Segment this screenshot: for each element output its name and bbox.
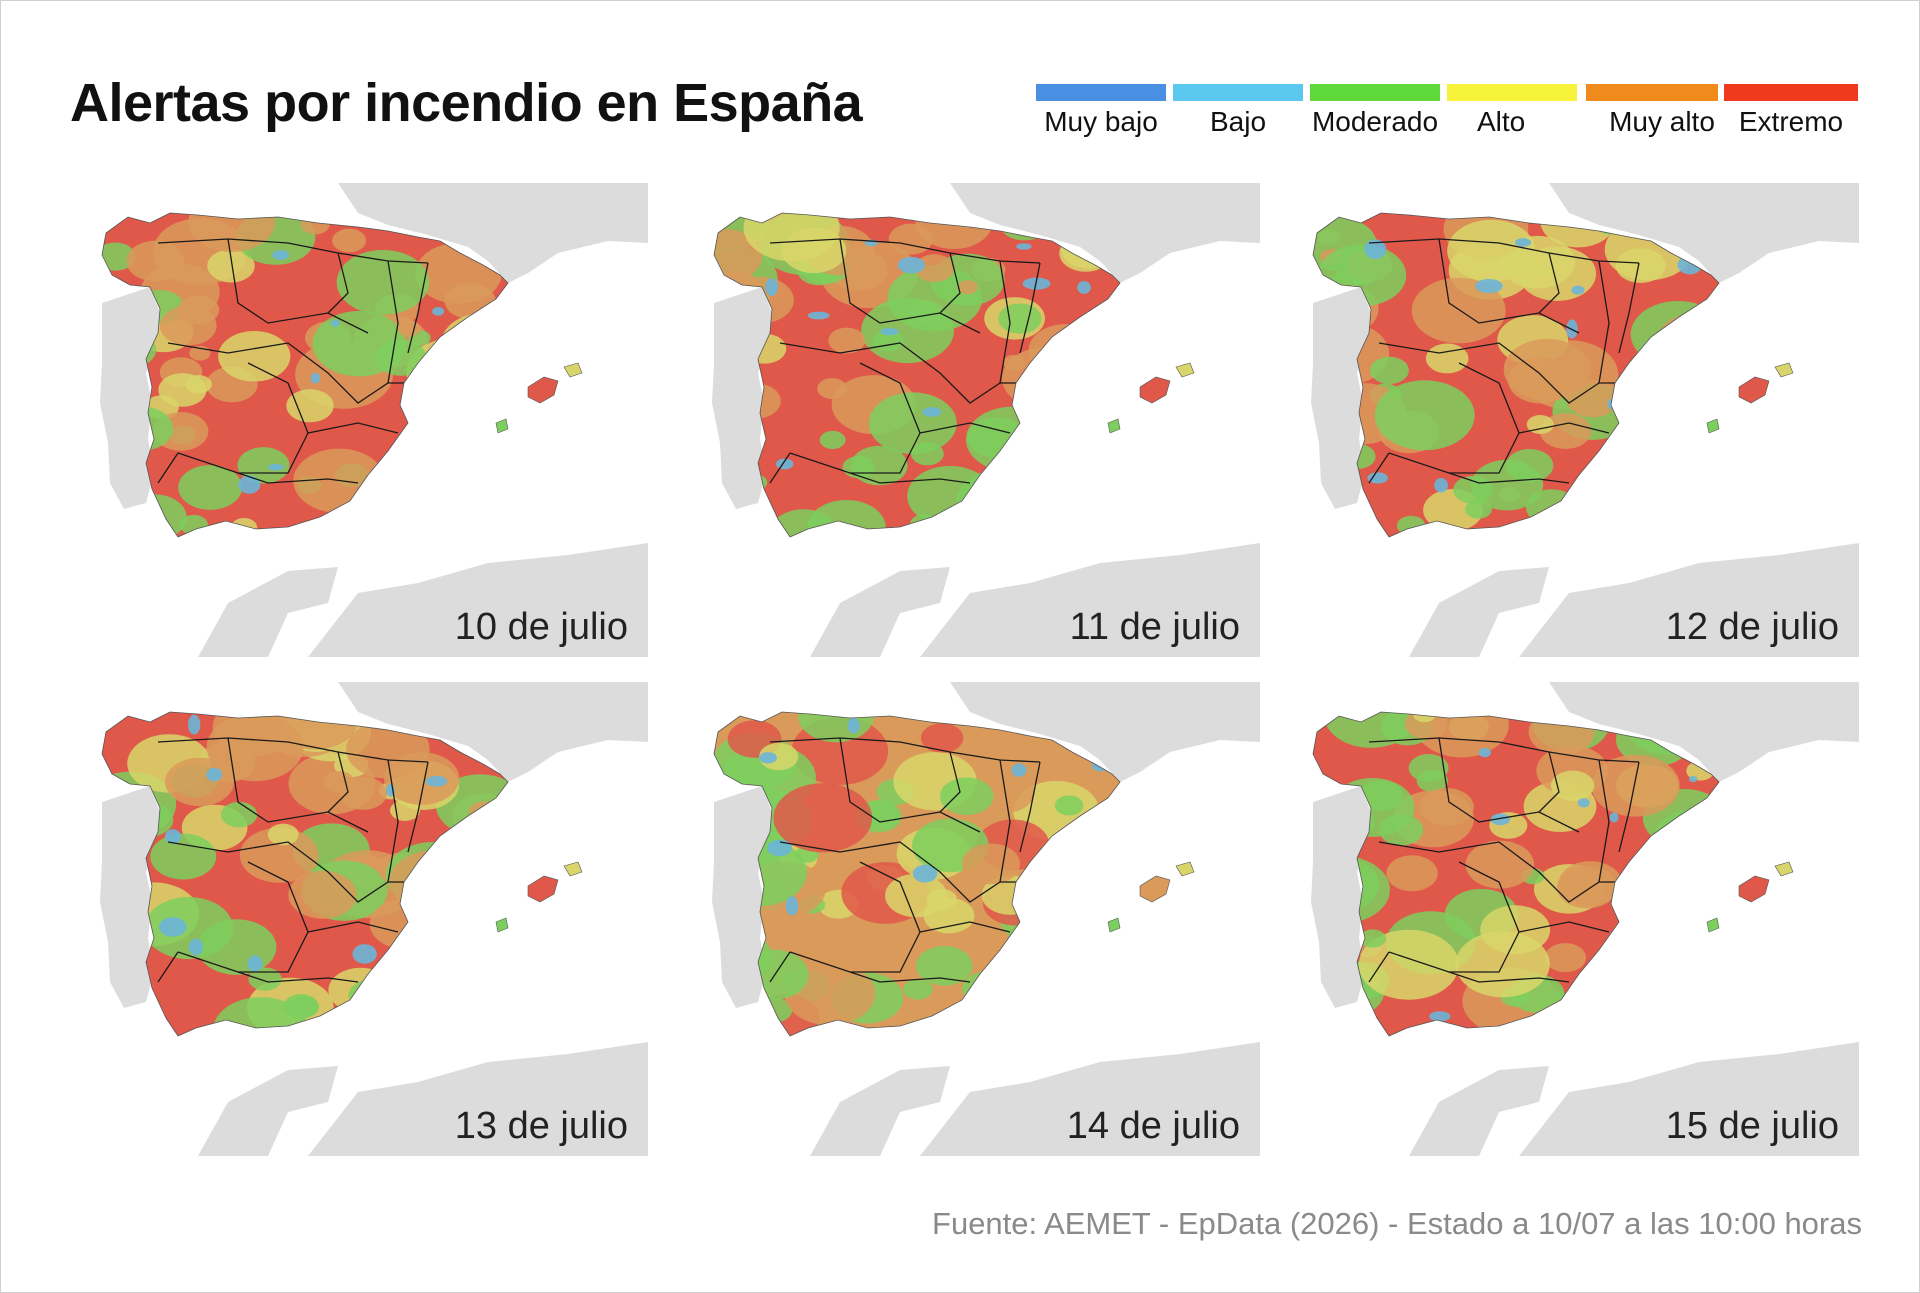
legend-swatch-muy-bajo [1036,84,1166,101]
map-graphic [1311,183,1859,657]
panel-date: 14 de julio [1066,1105,1240,1147]
panel-date: 10 de julio [454,606,628,648]
map-panel-5: 14 de julio [700,682,1260,1156]
legend-swatch-muy-alto [1586,84,1718,101]
map-panel-4: 13 de julio [88,682,648,1156]
map-graphic [100,682,648,1156]
map-panel-2: 11 de julio [700,183,1260,657]
map-panel-6: 15 de julio [1299,682,1859,1156]
map-graphic [1311,682,1859,1156]
legend-item-extremo: Extremo [1724,84,1858,137]
source-note: Fuente: AEMET - EpData (2026) - Estado a… [932,1206,1862,1241]
legend-item-alto: Alto [1447,84,1577,137]
legend-label-muy-alto: Muy alto [1609,106,1715,137]
page-title: Alertas por incendio en España [70,73,863,133]
legend-swatch-moderado [1310,84,1440,101]
legend-swatch-alto [1447,84,1577,101]
legend: Muy bajo Bajo Moderado Alto Muy alto Ext… [1036,84,1858,154]
map-graphic [712,682,1260,1156]
legend-label-alto: Alto [1477,106,1526,137]
legend-item-muy-alto: Muy alto [1586,84,1718,137]
map-graphic [712,183,1260,657]
legend-swatch-extremo [1724,84,1858,101]
legend-label-muy-bajo: Muy bajo [1044,106,1158,137]
legend-label-bajo: Bajo [1209,106,1267,137]
panel-date: 13 de julio [454,1105,628,1147]
map-panel-3: 12 de julio [1299,183,1859,657]
legend-item-muy-bajo: Muy bajo [1036,84,1166,137]
legend-swatch-bajo [1173,84,1303,101]
panel-date: 12 de julio [1665,606,1839,648]
legend-label-moderado: Moderado [1311,106,1439,137]
panel-date: 15 de julio [1665,1105,1839,1147]
legend-label-extremo: Extremo [1738,106,1844,137]
map-graphic [100,183,648,657]
legend-item-bajo: Bajo [1173,84,1303,137]
legend-item-moderado: Moderado [1310,84,1440,137]
panel-date: 11 de julio [1069,606,1240,648]
map-panel-1: 10 de julio [88,183,648,657]
